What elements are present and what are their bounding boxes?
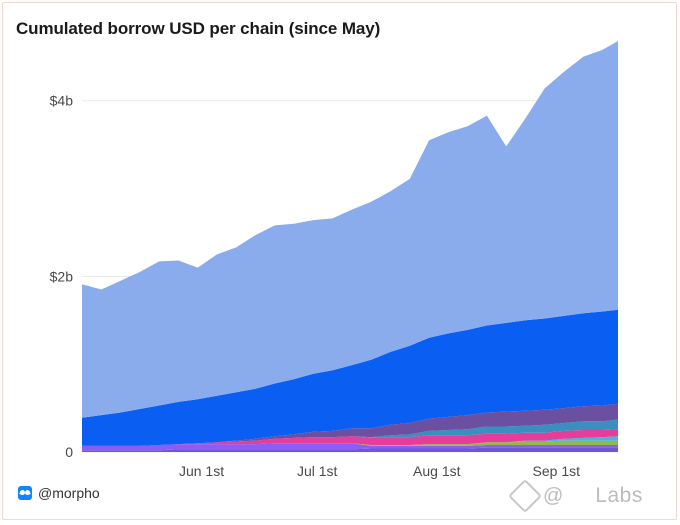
area-series-2 [82,443,618,451]
x-tick-label: Aug 1st [413,463,461,479]
area-series-6 [82,419,618,446]
area-series-5 [82,429,618,446]
x-tick-label: Sep 1st [533,463,581,479]
chart-card [2,2,677,520]
butterfly-icon [18,486,32,500]
tick-layer: 0 $2b $4b Jun 1st Jul 1st Aug 1st Sep 1st [50,93,581,479]
x-tick-label: Jul 1st [297,463,338,479]
author-handle[interactable]: @morpho [38,485,100,501]
watermark-logo: Labs [595,484,643,507]
chart-title: Cumulated borrow USD per chain (since Ma… [16,19,381,38]
area-series-8 [82,309,618,446]
watermark-diamond-icon [508,479,542,513]
y-tick-label: 0 [65,444,73,460]
area-series-7 [82,403,618,446]
area-layer [82,41,618,452]
watermark: @ Labs [508,479,643,513]
watermark-at: @ [543,484,564,507]
area-series-9 [82,41,618,418]
footer: @morpho [18,485,100,501]
y-tick-label: $2b [50,268,74,284]
y-tick-label: $4b [50,93,74,109]
area-series-1 [82,447,618,452]
area-series-3 [82,440,618,446]
x-tick-label: Jun 1st [179,463,224,479]
